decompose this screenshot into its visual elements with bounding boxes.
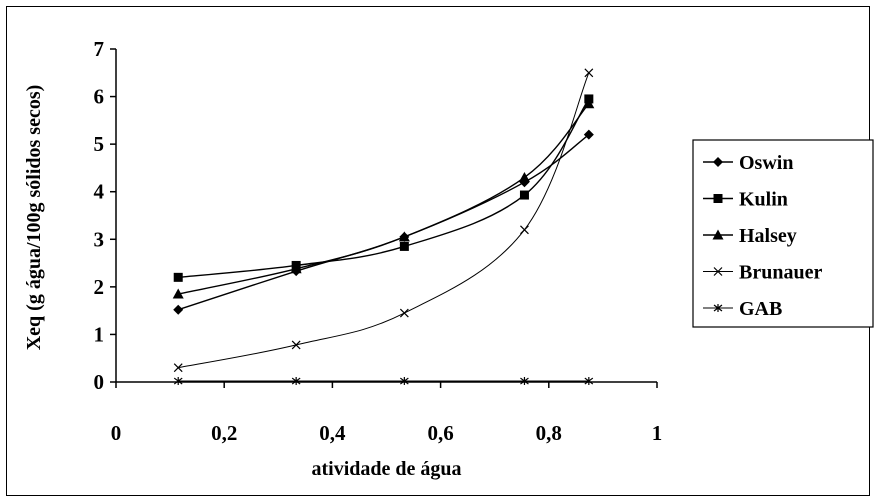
series-gab [173, 377, 594, 386]
marker-triangle [583, 98, 595, 109]
series-brunauer [173, 68, 594, 373]
series-kulin [173, 94, 594, 282]
x-axis-title: atividade de água [311, 458, 461, 480]
series-layer [172, 68, 595, 386]
y-tick-label: 2 [94, 275, 105, 299]
y-tick-label: 6 [94, 85, 105, 109]
legend-item-oswin: Oswin [703, 152, 793, 174]
series-line [178, 98, 590, 279]
legend: Oswin Kulin Halsey Brunauer GAB [692, 139, 874, 328]
marker-square [173, 272, 183, 282]
x-tick-label: 1 [652, 421, 663, 445]
marker-square [713, 194, 723, 203]
marker-square [519, 190, 529, 200]
series-line [177, 134, 590, 311]
y-axis-title: Xeq (g água/100g sólidos secos) [23, 85, 45, 351]
x-tick-label: 0,2 [211, 421, 237, 445]
marker-triangle [712, 229, 724, 240]
y-tick-label: 3 [94, 227, 105, 251]
marker-triangle [398, 231, 410, 242]
legend-label: Halsey [739, 225, 797, 247]
marker-diamond [173, 304, 184, 315]
legend-label: Brunauer [739, 262, 822, 284]
legend-item-gab: GAB [703, 298, 782, 320]
legend-label: GAB [739, 298, 782, 320]
y-tick-label: 1 [94, 322, 105, 346]
marker-diamond [583, 129, 594, 140]
marker-star [173, 377, 183, 386]
marker-square [399, 241, 409, 251]
marker-star [713, 304, 723, 312]
marker-star [399, 377, 409, 386]
marker-triangle [172, 288, 184, 299]
y-tick-label: 5 [94, 132, 105, 156]
legend-label: Kulin [739, 189, 788, 211]
series-oswin [173, 129, 594, 315]
legend-item-halsey: Halsey [703, 225, 797, 247]
x-tick-label: 0,4 [319, 421, 346, 445]
axes: 0 1 2 3 4 5 6 7 0 0,2 0,4 0,6 0,8 1 [94, 37, 663, 445]
y-tick-label: 4 [94, 180, 105, 204]
marker-diamond [713, 157, 723, 167]
marker-triangle [290, 263, 302, 274]
y-tick-label: 0 [94, 370, 105, 394]
x-tick-label: 0,8 [536, 421, 562, 445]
marker-x [520, 225, 529, 235]
marker-x [173, 363, 183, 373]
marker-x [584, 68, 594, 78]
legend-box [692, 139, 874, 328]
series-halsey [172, 98, 595, 299]
marker-star [520, 377, 529, 386]
marker-x [291, 340, 301, 350]
marker-triangle [518, 171, 530, 182]
marker-x [713, 267, 723, 276]
legend-item-brunauer: Brunauer [703, 262, 822, 284]
marker-x [399, 308, 409, 318]
legend-label: Oswin [739, 152, 793, 174]
legend-item-kulin: Kulin [703, 189, 788, 211]
x-tick-label: 0,6 [427, 421, 453, 445]
marker-star [291, 377, 301, 386]
series-line [178, 72, 590, 369]
marker-star [584, 377, 594, 386]
y-tick-label: 7 [94, 37, 105, 61]
x-tick-label: 0 [111, 421, 122, 445]
